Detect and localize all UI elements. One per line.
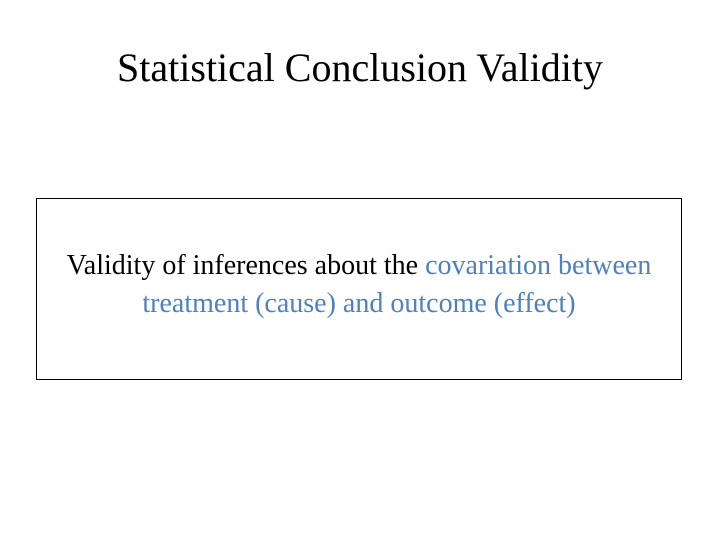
- definition-box: Validity of inferences about the covaria…: [36, 198, 682, 380]
- definition-plain-text: Validity of inferences about the: [66, 250, 419, 281]
- slide-title: Statistical Conclusion Validity: [117, 45, 603, 90]
- definition-highlighted-text: covariation between treatment (cause) an…: [142, 250, 652, 319]
- definition-text: Validity of inferences about the covaria…: [39, 247, 679, 323]
